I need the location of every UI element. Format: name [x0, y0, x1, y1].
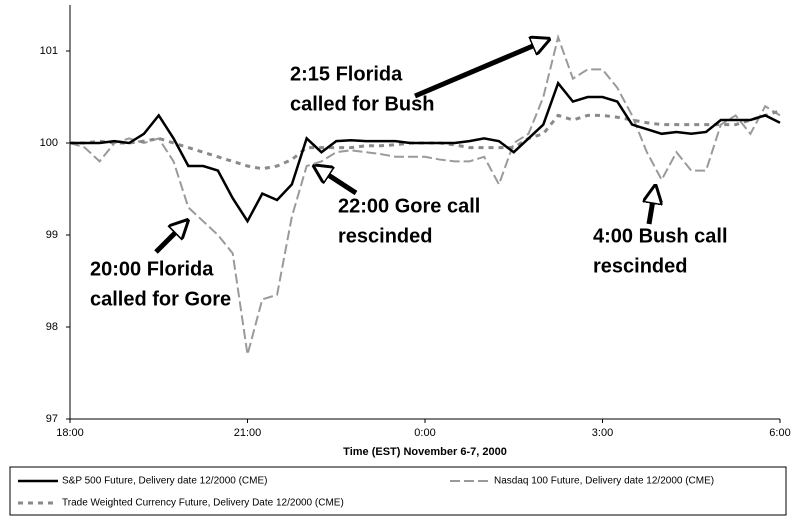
series-line: [70, 109, 781, 171]
x-axis-label: Time (EST) November 6-7, 2000: [343, 446, 507, 458]
annotation: rescinded: [593, 255, 687, 277]
y-tick-label: 100: [40, 137, 58, 149]
arrow: [649, 188, 655, 225]
annotation: called for Gore: [90, 288, 231, 310]
y-tick-label: 97: [46, 413, 58, 425]
annotation: rescinded: [338, 225, 432, 247]
legend-label: S&P 500 Future, Delivery date 12/2000 (C…: [62, 476, 267, 487]
legend-label: Nasdaq 100 Future, Delivery date 12/2000…: [494, 476, 714, 487]
annotation: called for Bush: [290, 93, 434, 115]
x-tick-label: 18:00: [56, 427, 84, 439]
y-tick-label: 98: [46, 321, 58, 333]
legend-label: Trade Weighted Currency Future, Delivery…: [62, 498, 344, 509]
series-line: [69, 33, 781, 355]
annotation: 22:00 Gore call: [338, 195, 480, 217]
arrow: [316, 167, 358, 196]
series-line: [70, 80, 781, 224]
x-tick-label: 0:00: [414, 427, 435, 439]
legend-box: [9, 466, 787, 516]
y-tick-label: 99: [46, 229, 58, 241]
annotation: 2:15 Florida: [290, 63, 403, 85]
x-tick-label: 6:00: [769, 427, 790, 439]
arrow: [414, 40, 547, 99]
x-tick-label: 21:00: [234, 427, 262, 439]
annotation: 4:00 Bush call: [593, 225, 728, 247]
arrow: [154, 222, 186, 254]
x-tick-label: 3:00: [592, 427, 613, 439]
annotation: 20:00 Florida: [90, 258, 214, 280]
y-tick-label: 101: [40, 45, 58, 57]
